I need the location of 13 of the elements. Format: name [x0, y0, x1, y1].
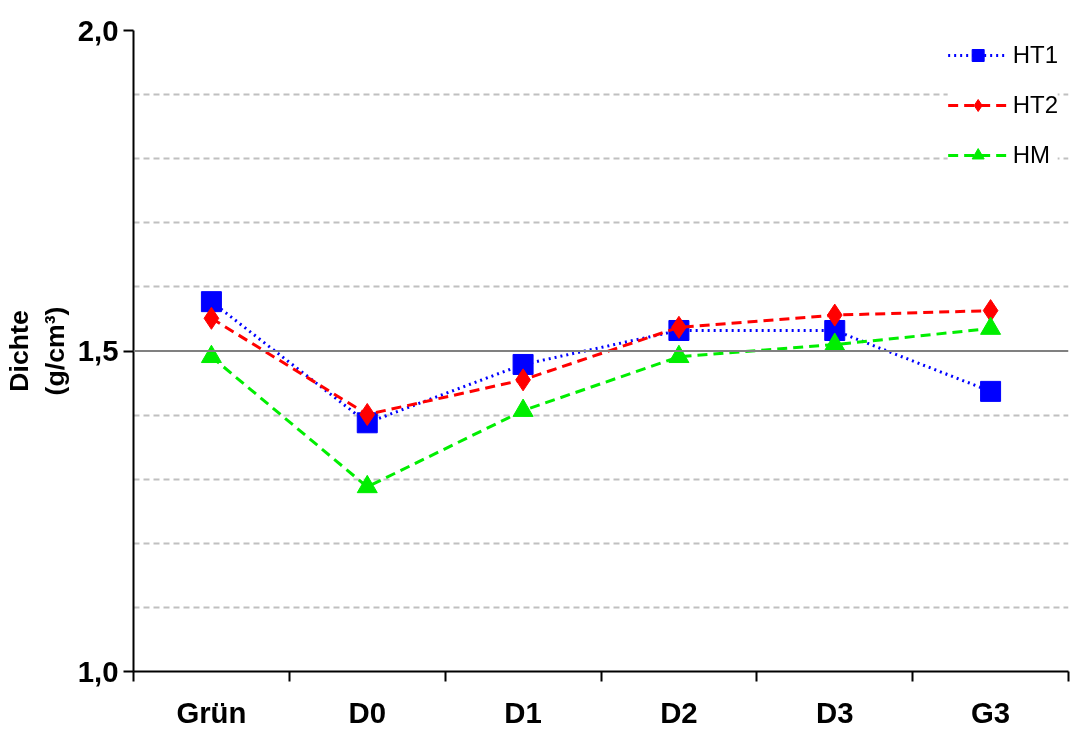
y-tick-label: 1,5: [77, 334, 119, 367]
y-tick-label: 2,0: [77, 13, 119, 47]
y-tick-label: 1,0: [77, 654, 119, 688]
y-axis-title: Dichte (g/cm³): [3, 306, 70, 396]
legend-label: HT1: [1012, 41, 1058, 69]
legend-label: HM: [1012, 141, 1050, 169]
x-tick-label: D0: [348, 695, 386, 729]
x-tick-label: D2: [660, 695, 698, 729]
x-tick-label: D3: [816, 695, 854, 729]
x-tick-label: Grün: [176, 695, 247, 729]
legend-label: HT2: [1012, 91, 1058, 119]
x-tick-label: G3: [971, 695, 1011, 729]
x-tick-label: D1: [504, 695, 542, 729]
